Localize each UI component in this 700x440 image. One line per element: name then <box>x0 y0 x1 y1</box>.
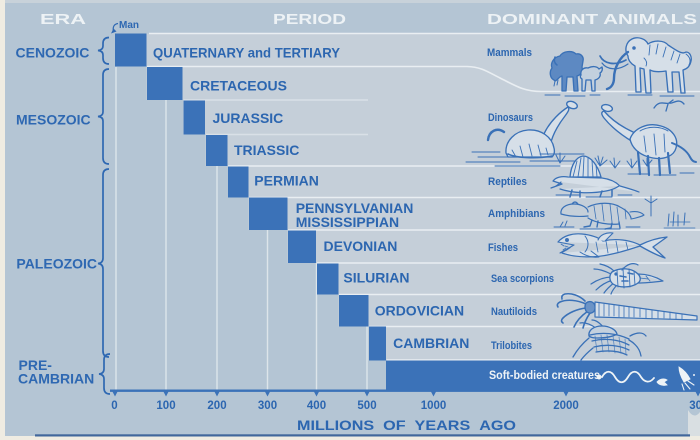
svg-text:100: 100 <box>156 400 175 412</box>
svg-text:JURASSIC: JURASSIC <box>213 110 284 126</box>
svg-text:CAMBRIAN: CAMBRIAN <box>393 335 469 351</box>
svg-text:Fishes: Fishes <box>488 242 518 254</box>
svg-text:Man: Man <box>119 20 139 31</box>
svg-text:QUATERNARY and TERTIARY: QUATERNARY and TERTIARY <box>153 45 341 61</box>
svg-text:1000: 1000 <box>421 400 447 412</box>
svg-text:PRE-: PRE- <box>19 357 53 373</box>
svg-text:0: 0 <box>111 400 117 412</box>
svg-text:PENNSYLVANIAN: PENNSYLVANIAN <box>296 200 414 216</box>
svg-text:2000: 2000 <box>553 400 579 412</box>
svg-text:Sea scorpions: Sea scorpions <box>491 273 554 285</box>
svg-text:300: 300 <box>258 400 277 412</box>
svg-text:Mammals: Mammals <box>487 47 532 59</box>
svg-text:DEVONIAN: DEVONIAN <box>324 238 398 254</box>
svg-text:400: 400 <box>307 400 326 412</box>
svg-text:Trilobites: Trilobites <box>491 340 532 352</box>
svg-text:CRETACEOUS: CRETACEOUS <box>190 77 287 93</box>
svg-text:PERIOD: PERIOD <box>273 11 346 28</box>
svg-text:TRIASSIC: TRIASSIC <box>234 142 299 158</box>
svg-text:Reptiles: Reptiles <box>488 176 527 188</box>
svg-text:3000: 3000 <box>689 400 700 412</box>
svg-text:MESOZOIC: MESOZOIC <box>16 111 91 127</box>
svg-text:ERA: ERA <box>40 11 86 28</box>
svg-text:Soft-bodied creatures: Soft-bodied creatures <box>489 370 600 382</box>
svg-text:DOMINANT ANIMALS: DOMINANT ANIMALS <box>487 11 697 28</box>
svg-text:CAMBRIAN: CAMBRIAN <box>18 371 94 387</box>
svg-text:PERMIAN: PERMIAN <box>254 173 319 189</box>
svg-text:MILLIONS OF YEARS AGO: MILLIONS OF YEARS AGO <box>297 417 516 433</box>
svg-text:SILURIAN: SILURIAN <box>343 270 409 286</box>
svg-text:MISSISSIPPIAN: MISSISSIPPIAN <box>296 214 399 230</box>
svg-text:ORDOVICIAN: ORDOVICIAN <box>375 302 464 318</box>
svg-text:500: 500 <box>357 400 376 412</box>
svg-text:Nautiloids: Nautiloids <box>491 306 537 318</box>
svg-text:PALEOZOIC: PALEOZOIC <box>16 256 97 272</box>
svg-text:200: 200 <box>207 400 226 412</box>
svg-text:Amphibians: Amphibians <box>488 208 545 220</box>
svg-text:Dinosaurs: Dinosaurs <box>488 112 533 124</box>
svg-text:CENOZOIC: CENOZOIC <box>16 44 90 60</box>
